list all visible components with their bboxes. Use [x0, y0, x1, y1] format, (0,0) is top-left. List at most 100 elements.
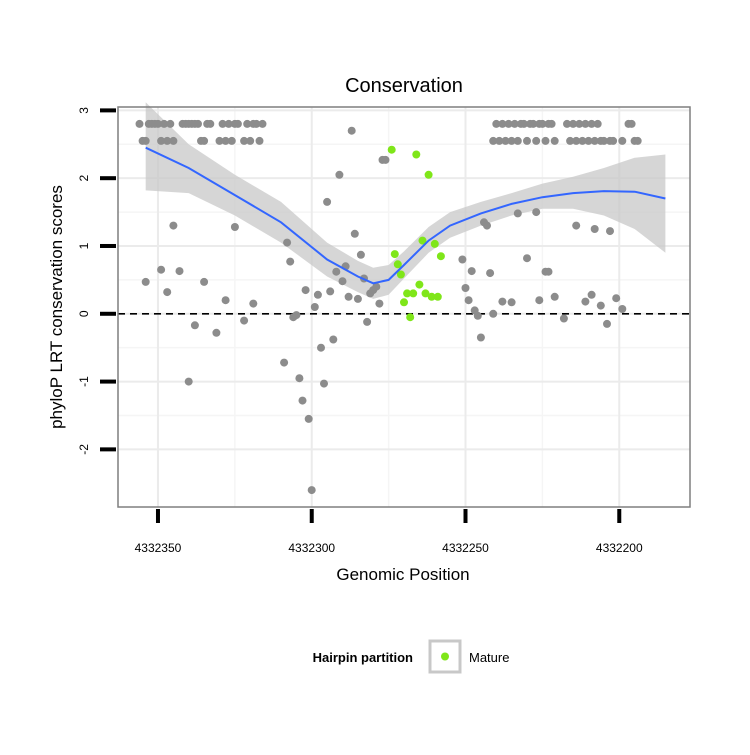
data-point — [504, 119, 513, 128]
data-point — [221, 136, 230, 145]
x-tick-label: 4332350 — [135, 541, 182, 555]
data-point — [249, 299, 258, 308]
data-point — [483, 221, 491, 230]
data-point-mature — [433, 292, 442, 301]
data-point — [489, 136, 498, 145]
data-point — [550, 292, 559, 301]
data-point — [581, 297, 590, 306]
data-point — [194, 119, 202, 128]
data-point — [280, 358, 289, 367]
data-point — [529, 119, 538, 128]
data-point — [581, 119, 590, 128]
data-point — [304, 414, 313, 423]
data-point — [596, 301, 605, 310]
data-point — [501, 136, 510, 145]
data-point — [633, 136, 642, 145]
data-point — [190, 321, 199, 330]
data-point — [550, 136, 559, 145]
data-point — [233, 119, 242, 128]
data-point — [566, 136, 575, 145]
data-point — [227, 136, 236, 145]
data-point — [467, 267, 476, 276]
data-point — [252, 119, 261, 128]
y-tick-label: -2 — [77, 444, 91, 455]
data-point — [184, 377, 193, 386]
legend-title: Hairpin partition — [313, 650, 413, 665]
data-point — [599, 136, 608, 145]
data-point — [141, 136, 150, 145]
data-point — [313, 290, 322, 299]
data-point — [541, 136, 550, 145]
data-point-mature — [390, 250, 399, 259]
data-point — [221, 296, 230, 305]
data-point-mature — [424, 170, 433, 179]
data-point — [473, 311, 482, 320]
data-point — [513, 209, 522, 218]
data-point — [163, 288, 172, 297]
y-axis-title: phyloP LRT conservation scores — [47, 185, 66, 429]
data-point — [609, 136, 618, 145]
data-point — [157, 136, 166, 145]
data-point — [317, 343, 325, 352]
data-point — [286, 257, 295, 266]
data-point — [593, 119, 602, 128]
data-point-mature — [418, 236, 427, 245]
data-point — [310, 303, 319, 311]
data-point — [510, 119, 519, 128]
data-point — [298, 396, 307, 405]
data-point — [492, 119, 501, 128]
smooth-trend — [145, 146, 666, 285]
data-point-mature — [403, 289, 412, 298]
data-point — [160, 119, 169, 128]
data-point — [307, 486, 316, 495]
data-point-mature — [406, 313, 415, 322]
data-point — [356, 250, 365, 259]
data-point — [141, 277, 150, 286]
data-point — [224, 119, 233, 128]
data-point-mature — [436, 252, 445, 261]
data-point — [163, 136, 172, 145]
y-tick-label: 3 — [77, 107, 91, 114]
data-point — [258, 119, 267, 128]
data-point — [283, 238, 292, 247]
data-point — [240, 136, 249, 145]
y-tick-label: 2 — [77, 175, 91, 182]
data-point — [627, 119, 636, 128]
data-point — [544, 267, 553, 276]
data-point — [486, 269, 495, 278]
legend: Hairpin partition Mature — [313, 639, 509, 674]
data-point — [255, 136, 264, 145]
data-point-mature — [400, 298, 408, 307]
data-point — [461, 284, 470, 292]
data-point — [301, 286, 310, 295]
data-point — [523, 136, 531, 145]
y-tick-label: 1 — [77, 242, 91, 249]
data-point — [519, 119, 528, 128]
data-point-mature — [387, 145, 396, 154]
data-point — [523, 254, 531, 263]
data-point — [329, 335, 338, 344]
data-point — [587, 290, 596, 299]
y-tick-label: 0 — [77, 310, 91, 317]
data-point — [575, 119, 584, 128]
x-tick-label: 4332200 — [596, 541, 643, 555]
data-point — [243, 119, 252, 128]
data-point — [495, 136, 504, 145]
data-point — [212, 328, 221, 337]
data-point — [458, 255, 467, 264]
legend-label-mature: Mature — [469, 650, 509, 665]
data-point — [572, 136, 581, 145]
y-axis: -2 -1 0 1 2 3 — [77, 107, 116, 455]
data-point — [532, 208, 541, 217]
data-point — [381, 155, 390, 164]
data-point — [320, 379, 328, 388]
data-point — [295, 374, 304, 383]
data-point-mature — [412, 150, 421, 159]
data-point — [535, 296, 544, 305]
data-point — [547, 119, 556, 128]
data-point — [587, 119, 596, 128]
confidence-band — [145, 102, 666, 299]
data-point-mature — [409, 289, 418, 298]
